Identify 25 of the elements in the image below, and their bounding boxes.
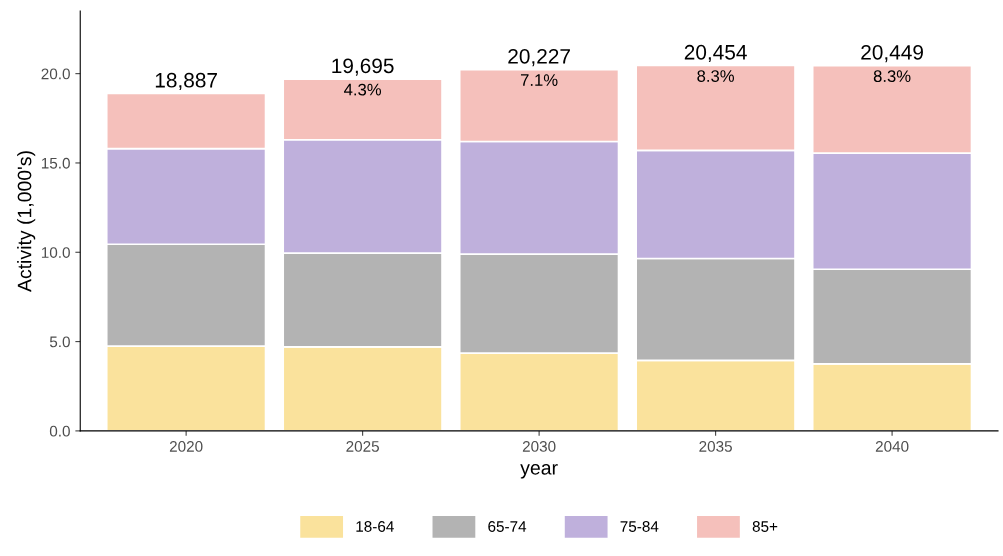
total-label: 20,227: [508, 48, 570, 67]
total-label: 20,449: [861, 44, 923, 63]
legend-label: 18-64: [356, 521, 394, 532]
x-tick-label: 2035: [699, 441, 732, 452]
y-axis-title: Activity (1,000's): [17, 151, 36, 292]
annotation: 7.1%: [520, 74, 558, 86]
x-tick-label: 2025: [346, 441, 379, 452]
x-tick-label: 2020: [169, 441, 203, 452]
y-tick-label: 20.0: [41, 68, 70, 80]
total-label: 18,887: [155, 72, 217, 91]
x-tick-label: 2040: [875, 441, 909, 452]
x-tick-label: 2030: [522, 441, 556, 452]
total-label: 20,454: [684, 44, 747, 63]
annotation: 4.3%: [344, 83, 382, 96]
annotation: 8.3%: [873, 70, 911, 83]
legend-label: 85+: [752, 521, 778, 532]
y-tick-label: 10.0: [41, 247, 70, 258]
legend-label: 65-74: [488, 521, 527, 532]
annotation: 8.3%: [697, 70, 734, 82]
legend-label: 75-84: [620, 521, 659, 532]
total-label: 19,695: [332, 58, 394, 76]
y-tick-label: 5.0: [49, 336, 70, 348]
y-tick-label: 0.0: [49, 425, 70, 437]
y-tick-label: 15.0: [41, 157, 70, 169]
x-axis-title: year: [520, 464, 558, 479]
